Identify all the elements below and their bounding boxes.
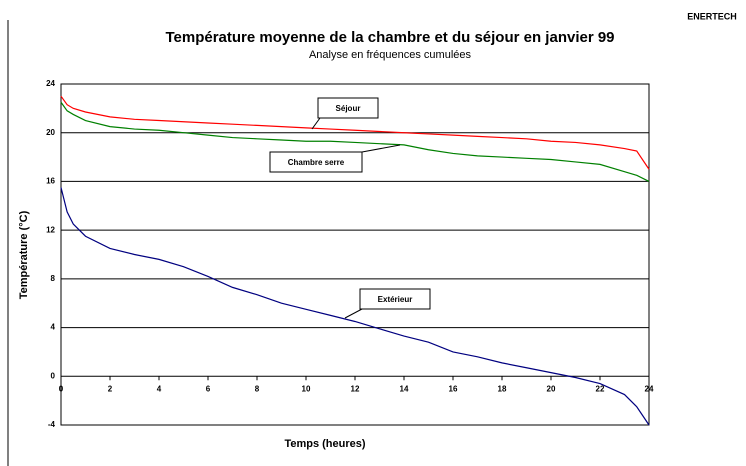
x-axis-label: Temps (heures) — [284, 438, 365, 450]
annotation-box — [317, 97, 379, 119]
x-tick-label: 16 — [449, 384, 458, 393]
y-tick-label: -4 — [48, 420, 56, 429]
x-tick-label: 2 — [108, 384, 113, 393]
x-tick-label: 12 — [351, 384, 360, 393]
plot-border — [60, 83, 650, 426]
y-tick-label: 4 — [51, 323, 56, 332]
x-tick-label: 22 — [596, 384, 605, 393]
y-axis-label: Température (°C) — [18, 210, 30, 299]
x-tick-label: 4 — [157, 384, 162, 393]
chart-title: Température moyenne de la chambre et du … — [165, 29, 614, 46]
x-tick-label: 20 — [547, 384, 556, 393]
series-line — [60, 95, 650, 170]
y-tick-label: 8 — [51, 274, 56, 283]
x-tick-label: 10 — [302, 384, 311, 393]
x-tick-label: 8 — [255, 384, 260, 393]
x-tick-label: 6 — [206, 384, 211, 393]
legend-label: Chambre serre — [288, 158, 345, 167]
legend-label: Séjour — [336, 104, 361, 113]
chart-subtitle: Analyse en fréquences cumulées — [309, 49, 472, 61]
annotation-leader — [344, 308, 363, 319]
legend-label: Extérieur — [378, 295, 413, 304]
y-tick-label: 20 — [46, 128, 55, 137]
x-tick-label: 0 — [59, 384, 64, 393]
annotation-leader — [311, 117, 321, 130]
annotation-leader — [361, 144, 401, 153]
y-tick-label: 0 — [51, 371, 56, 380]
y-tick-label: 24 — [46, 79, 55, 88]
x-tick-label: 18 — [498, 384, 507, 393]
annotation-box — [269, 151, 363, 173]
y-tick-label: 12 — [46, 225, 55, 234]
x-tick-label: 14 — [400, 384, 409, 393]
y-tick-label: 16 — [46, 177, 55, 186]
series-line — [60, 187, 650, 426]
x-tick-label: 24 — [645, 384, 654, 393]
corner-label: ENERTECH — [687, 11, 737, 21]
series-line — [60, 101, 650, 182]
annotation-box — [359, 288, 431, 310]
